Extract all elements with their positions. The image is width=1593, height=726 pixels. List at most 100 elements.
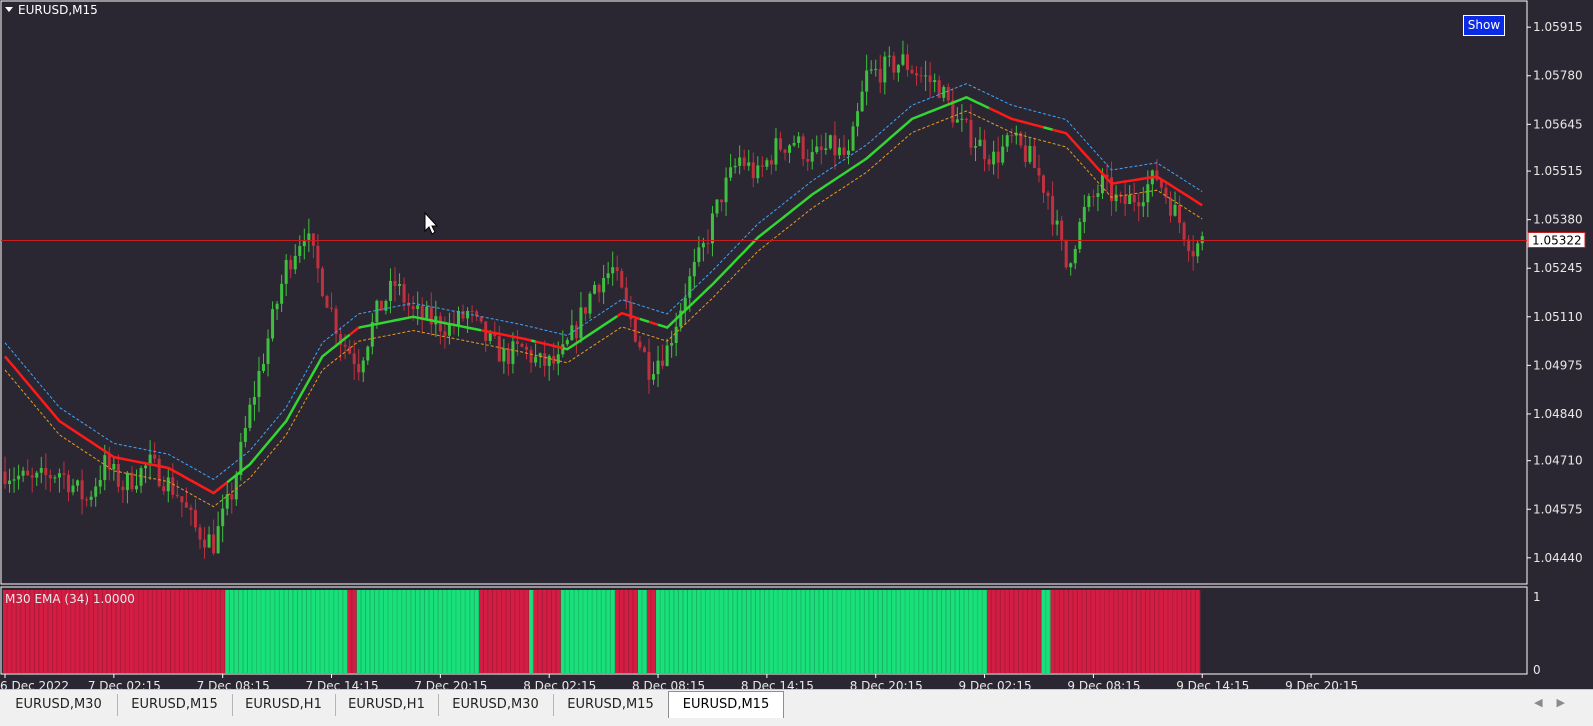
indicator-bar-down	[1036, 590, 1042, 673]
indicator-bar-up	[968, 590, 974, 673]
price-tick-label: 1.04710	[1533, 454, 1583, 468]
indicator-bar-up	[887, 590, 892, 673]
candle-body	[1087, 196, 1091, 208]
candle-body	[293, 255, 297, 270]
candle-body	[1064, 239, 1068, 268]
candle-body	[57, 473, 61, 478]
tab-eurusd-m30[interactable]: EURUSD,M30	[438, 694, 554, 716]
candle-body	[198, 527, 202, 540]
indicator-bar-down	[1018, 590, 1024, 673]
indicator-bar-up	[256, 590, 262, 673]
indicator-bar-down	[148, 590, 153, 673]
candle-body	[1146, 184, 1150, 203]
indicator-bar-down	[211, 590, 217, 673]
indicator-bar-up	[229, 590, 235, 673]
candle-body	[153, 454, 157, 459]
indicator-bar-up	[837, 590, 842, 673]
current-price-tag: 1.05322	[1527, 232, 1586, 249]
candle-body	[837, 147, 841, 156]
chart-title: EURUSD,M15	[18, 3, 98, 17]
time-tick-label: 6 Dec 2022	[0, 679, 69, 689]
indicator-bar-down	[352, 590, 357, 673]
current-price-text: 1.05322	[1532, 234, 1582, 248]
chevron-left-icon[interactable]: ◀	[1534, 696, 1557, 709]
indicator-bar-up	[683, 590, 688, 673]
candle-body	[302, 241, 306, 247]
show-button[interactable]: Show	[1463, 15, 1505, 36]
tab-eurusd-m15[interactable]: EURUSD,M15	[668, 691, 784, 718]
indicator-bar-up	[828, 590, 833, 673]
candle-body	[30, 475, 34, 478]
price-axis: 1.05915 1.05780 1.05645 1.05515 1.05380 1.052…	[1527, 20, 1583, 565]
indicator-bar-up	[583, 590, 589, 673]
tab-eurusd-m15[interactable]: EURUSD,M15	[553, 694, 669, 716]
chevron-right-icon[interactable]: ▶	[1556, 696, 1579, 709]
candle-body	[1173, 204, 1177, 216]
indicator-bar-down	[202, 590, 208, 673]
candle-body	[298, 246, 302, 256]
indicator-bar-up	[882, 590, 888, 673]
candle-body	[375, 300, 379, 323]
candle-body	[615, 267, 619, 271]
indicator-bar-down	[179, 590, 185, 673]
indicator-bar-down	[193, 590, 199, 673]
indicator-bar-down	[619, 590, 625, 673]
indicator-bar-up	[270, 590, 276, 673]
indicator-bar-down	[12, 590, 17, 673]
tab-eurusd-m30[interactable]: EURUSD,M30	[0, 694, 118, 716]
candle-body	[670, 343, 674, 346]
tab-scroll: ◀▶	[1534, 696, 1579, 709]
candle-body	[656, 360, 660, 375]
candle-body	[502, 348, 506, 362]
indicator-bar-down	[134, 590, 140, 673]
candle-body	[688, 276, 692, 298]
ema-segment-down	[535, 340, 564, 350]
ema-line	[4, 95, 1203, 495]
chart-window[interactable]: 1.05915 1.05780 1.05645 1.05515 1.05380 1.052…	[0, 0, 1593, 689]
candle-body	[878, 68, 882, 83]
candle-body	[869, 69, 873, 71]
indicator-bar-up	[320, 590, 325, 673]
indicator-bar-down	[80, 590, 85, 673]
candle-body	[955, 119, 959, 123]
tab-eurusd-m15[interactable]: EURUSD,M15	[117, 694, 233, 716]
candle-body	[692, 261, 696, 277]
indicator-bar-up	[919, 590, 924, 673]
candle-body	[769, 160, 773, 165]
indicator-bar-down	[1141, 590, 1146, 673]
candle-body	[366, 346, 370, 361]
indicator-bar-up	[773, 590, 779, 673]
indicator-bar-up	[914, 590, 920, 673]
ema-segment-down	[988, 106, 1044, 129]
tab-eurusd-h1[interactable]: EURUSD,H1	[335, 694, 439, 716]
indicator-bar-up	[932, 590, 938, 673]
indicator-bar-down	[1118, 590, 1124, 673]
indicator-bar-up	[937, 590, 942, 673]
indicator-bar-down	[184, 590, 189, 673]
candle-body	[44, 468, 48, 475]
candle-body	[85, 499, 89, 501]
candle-body	[1069, 263, 1073, 268]
candle-body	[411, 306, 415, 310]
indicator-bar-up	[946, 590, 951, 673]
candle-body	[756, 165, 760, 179]
chevron-down-icon[interactable]	[5, 7, 13, 12]
indicator-bar-up	[243, 590, 248, 673]
candle-body	[1060, 220, 1064, 240]
candle-body	[828, 135, 832, 149]
tab-eurusd-h1[interactable]: EURUSD,H1	[232, 694, 336, 716]
indicator-bar-down	[198, 590, 203, 673]
indicator-bar-up	[928, 590, 933, 673]
indicator-bar-down	[1127, 590, 1133, 673]
candle-body	[184, 502, 188, 508]
indicator-bar-up	[465, 590, 471, 673]
ema-segment-down	[1052, 128, 1203, 207]
candle-body	[1001, 146, 1005, 163]
candle-body	[339, 334, 343, 345]
candle-body	[207, 534, 211, 548]
indicator-bar-up	[1041, 590, 1047, 673]
indicator-bar-up	[461, 590, 466, 673]
indicator-bar-down	[510, 590, 516, 673]
candle-body	[62, 473, 66, 475]
indicator-bar-up	[601, 590, 607, 673]
